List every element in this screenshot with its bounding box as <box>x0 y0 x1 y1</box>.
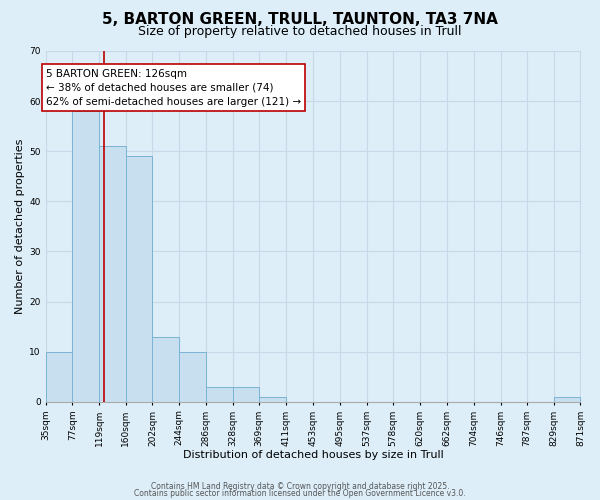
Bar <box>73 111 99 402</box>
Text: Size of property relative to detached houses in Trull: Size of property relative to detached ho… <box>138 25 462 38</box>
Text: Contains HM Land Registry data © Crown copyright and database right 2025.: Contains HM Land Registry data © Crown c… <box>151 482 449 491</box>
X-axis label: Distribution of detached houses by size in Trull: Distribution of detached houses by size … <box>182 450 443 460</box>
Bar <box>179 352 206 402</box>
Y-axis label: Number of detached properties: Number of detached properties <box>15 138 25 314</box>
Bar <box>46 352 73 402</box>
Bar <box>125 156 152 402</box>
Bar <box>206 387 233 402</box>
Bar <box>152 336 179 402</box>
Bar <box>233 387 259 402</box>
Bar <box>99 146 125 402</box>
Text: 5 BARTON GREEN: 126sqm
← 38% of detached houses are smaller (74)
62% of semi-det: 5 BARTON GREEN: 126sqm ← 38% of detached… <box>46 68 301 106</box>
Bar <box>554 397 580 402</box>
Bar <box>259 397 286 402</box>
Text: Contains public sector information licensed under the Open Government Licence v3: Contains public sector information licen… <box>134 489 466 498</box>
Text: 5, BARTON GREEN, TRULL, TAUNTON, TA3 7NA: 5, BARTON GREEN, TRULL, TAUNTON, TA3 7NA <box>102 12 498 28</box>
